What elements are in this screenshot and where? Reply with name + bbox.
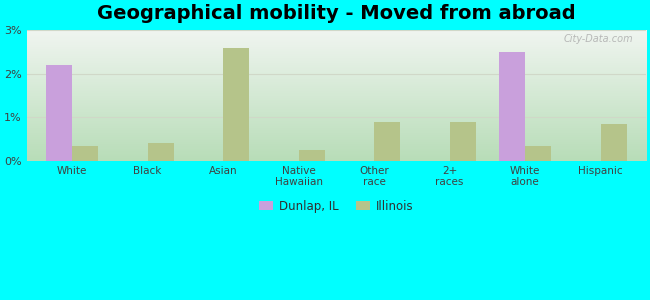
Title: Geographical mobility - Moved from abroad: Geographical mobility - Moved from abroa…: [97, 4, 576, 23]
Bar: [499, 52, 525, 161]
Bar: [223, 48, 250, 161]
Bar: [450, 122, 476, 161]
Text: City-Data.com: City-Data.com: [564, 34, 634, 44]
Legend: Dunlap, IL, Illinois: Dunlap, IL, Illinois: [254, 195, 419, 218]
Bar: [601, 124, 627, 161]
Bar: [525, 146, 551, 161]
Bar: [46, 65, 72, 161]
Bar: [374, 122, 400, 161]
Bar: [298, 150, 325, 161]
Bar: [148, 143, 174, 161]
Bar: [72, 146, 99, 161]
